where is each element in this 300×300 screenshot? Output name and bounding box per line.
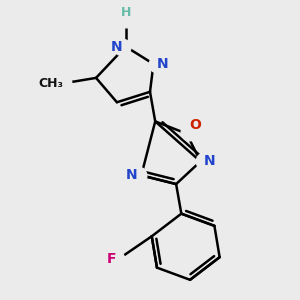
Text: N: N (126, 168, 138, 182)
Text: CH₃: CH₃ (38, 76, 63, 90)
Text: N: N (204, 154, 216, 168)
Text: H: H (120, 6, 131, 19)
Text: N: N (110, 40, 122, 54)
Text: O: O (189, 118, 201, 132)
Text: N: N (157, 57, 169, 71)
Text: F: F (106, 252, 116, 266)
